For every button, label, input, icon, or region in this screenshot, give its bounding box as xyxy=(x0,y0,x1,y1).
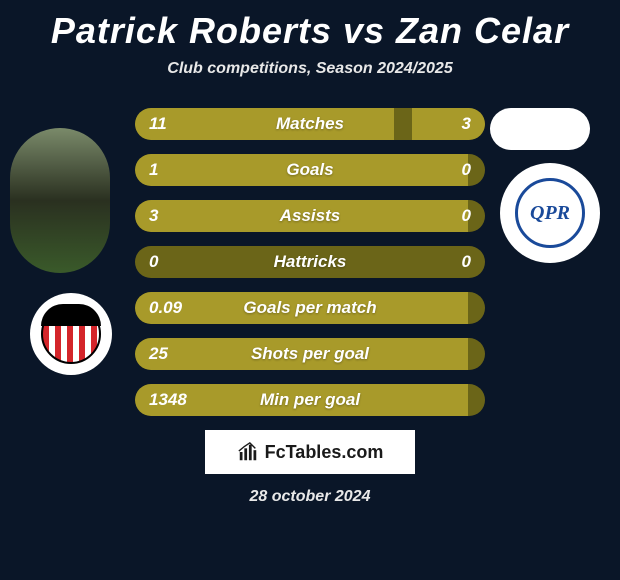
footer-brand-badge: FcTables.com xyxy=(205,430,415,474)
stat-right-value: 3 xyxy=(462,108,471,140)
stat-right-value: 0 xyxy=(462,200,471,232)
stat-right-value: 0 xyxy=(462,246,471,278)
chart-icon xyxy=(237,441,259,463)
club-right-badge: QPR xyxy=(500,163,600,263)
player-right-avatar xyxy=(490,108,590,150)
page-title: Patrick Roberts vs Zan Celar xyxy=(0,0,620,52)
player-left-avatar xyxy=(10,128,110,273)
stat-label: Goals xyxy=(135,154,485,186)
club-left-badge xyxy=(30,293,112,375)
stat-row: 11Matches3 xyxy=(135,108,485,140)
sunderland-crest-icon xyxy=(41,304,101,364)
comparison-panel: QPR 11Matches31Goals03Assists00Hattricks… xyxy=(0,108,620,416)
stat-row: 25Shots per goal xyxy=(135,338,485,370)
qpr-crest-icon: QPR xyxy=(515,178,585,248)
stat-label: Assists xyxy=(135,200,485,232)
stat-right-value: 0 xyxy=(462,154,471,186)
page-subtitle: Club competitions, Season 2024/2025 xyxy=(0,60,620,78)
stat-label: Hattricks xyxy=(135,246,485,278)
footer-brand-text: FcTables.com xyxy=(265,442,384,463)
stat-label: Matches xyxy=(135,108,485,140)
stat-row: 0Hattricks0 xyxy=(135,246,485,278)
qpr-abbrev: QPR xyxy=(530,202,570,225)
stat-row: 1Goals0 xyxy=(135,154,485,186)
stat-row: 1348Min per goal xyxy=(135,384,485,416)
footer-date: 28 october 2024 xyxy=(0,488,620,506)
stat-bars: 11Matches31Goals03Assists00Hattricks00.0… xyxy=(135,108,485,416)
stat-row: 0.09Goals per match xyxy=(135,292,485,324)
stat-label: Shots per goal xyxy=(135,338,485,370)
stat-label: Goals per match xyxy=(135,292,485,324)
stat-label: Min per goal xyxy=(135,384,485,416)
stat-row: 3Assists0 xyxy=(135,200,485,232)
